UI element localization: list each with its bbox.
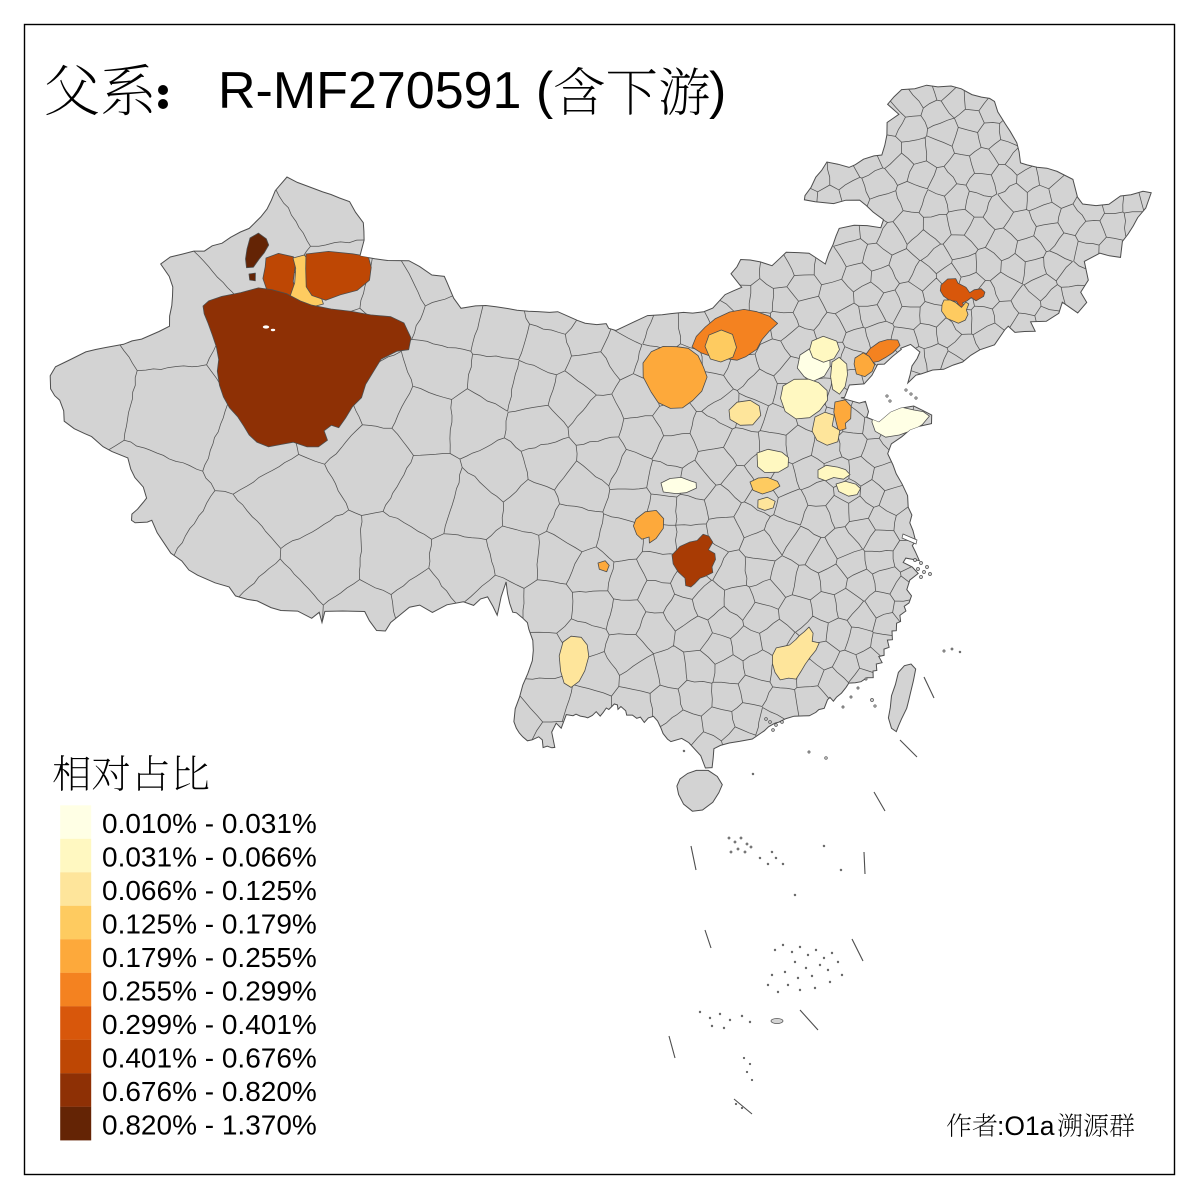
svg-text:0.255% - 0.299%: 0.255% - 0.299% [102,976,317,1007]
svg-text:0.066% - 0.125%: 0.066% - 0.125% [102,875,317,906]
svg-text::O1a: :O1a [997,1111,1055,1141]
svg-text:0.401% - 0.676%: 0.401% - 0.676% [102,1043,317,1074]
svg-text:0.031% - 0.066%: 0.031% - 0.066% [102,842,317,873]
svg-text:0.010% - 0.031%: 0.010% - 0.031% [102,808,317,839]
svg-text:): ) [709,62,726,120]
svg-text:0.676% - 0.820%: 0.676% - 0.820% [102,1076,317,1107]
svg-text:0.125% - 0.179%: 0.125% - 0.179% [102,909,317,940]
svg-text:R-MF270591 (: R-MF270591 ( [218,62,554,120]
svg-text:0.299% - 0.401%: 0.299% - 0.401% [102,1009,317,1040]
svg-text:0.179% - 0.255%: 0.179% - 0.255% [102,942,317,973]
svg-text:0.820% - 1.370%: 0.820% - 1.370% [102,1110,317,1141]
